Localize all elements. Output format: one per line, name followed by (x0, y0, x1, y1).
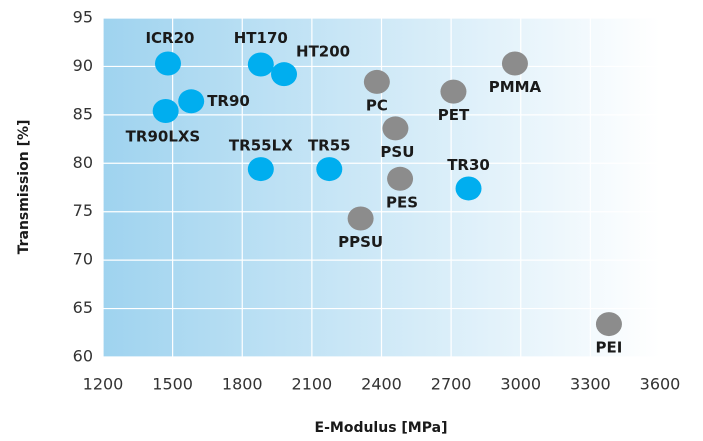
point (595, 312, 622, 337)
point-label: TR55LX (229, 137, 293, 155)
x-tick-label: 1800 (222, 375, 263, 394)
point (271, 62, 298, 87)
point-label: TR90LXS (126, 127, 201, 145)
point-label: PEI (596, 339, 623, 357)
y-tick-label: 80 (73, 153, 93, 172)
point-label: PES (386, 193, 418, 211)
y-tick-label: 65 (73, 298, 93, 317)
x-tick-label: 1200 (83, 375, 124, 394)
x-tick-label: 2700 (431, 375, 472, 394)
point (247, 52, 274, 77)
point-label: TR90 (207, 92, 250, 110)
point-label: ICR20 (145, 29, 194, 47)
y-tick-label: 60 (73, 347, 93, 366)
x-tick-label: 1500 (152, 375, 193, 394)
point (247, 157, 274, 182)
point (178, 89, 205, 114)
point-label: PSU (380, 143, 414, 161)
point (347, 206, 374, 231)
point-label: TR30 (447, 156, 490, 174)
point (455, 176, 482, 201)
x-tick-label: 3600 (640, 375, 681, 394)
x-tick-label: 2400 (361, 375, 402, 394)
x-tick-label: 2100 (292, 375, 333, 394)
point (382, 116, 409, 141)
y-tick-label: 90 (73, 56, 93, 75)
point-label: PPSU (338, 233, 383, 251)
y-tick-label: 85 (73, 104, 93, 123)
point (154, 51, 181, 76)
y-tick-label: 75 (73, 201, 93, 220)
point-label: PET (438, 106, 470, 124)
point-label: PMMA (489, 78, 542, 96)
point-label: PC (366, 96, 388, 114)
point-label: TR55 (308, 137, 351, 155)
point (152, 98, 179, 123)
y-tick-label: 95 (73, 8, 93, 27)
point (440, 79, 467, 104)
x-tick-label: 3300 (570, 375, 611, 394)
y-axis-label: Transmission [%] (16, 120, 32, 255)
y-tick-label: 70 (73, 250, 93, 269)
x-tick-label: 3000 (500, 375, 541, 394)
point (501, 51, 528, 76)
point-label: HT200 (296, 43, 350, 61)
point (387, 166, 414, 191)
point (363, 69, 390, 94)
point (316, 157, 343, 182)
point-label: HT170 (234, 29, 288, 47)
x-axis-label: E-Modulus [MPa] (315, 420, 448, 436)
